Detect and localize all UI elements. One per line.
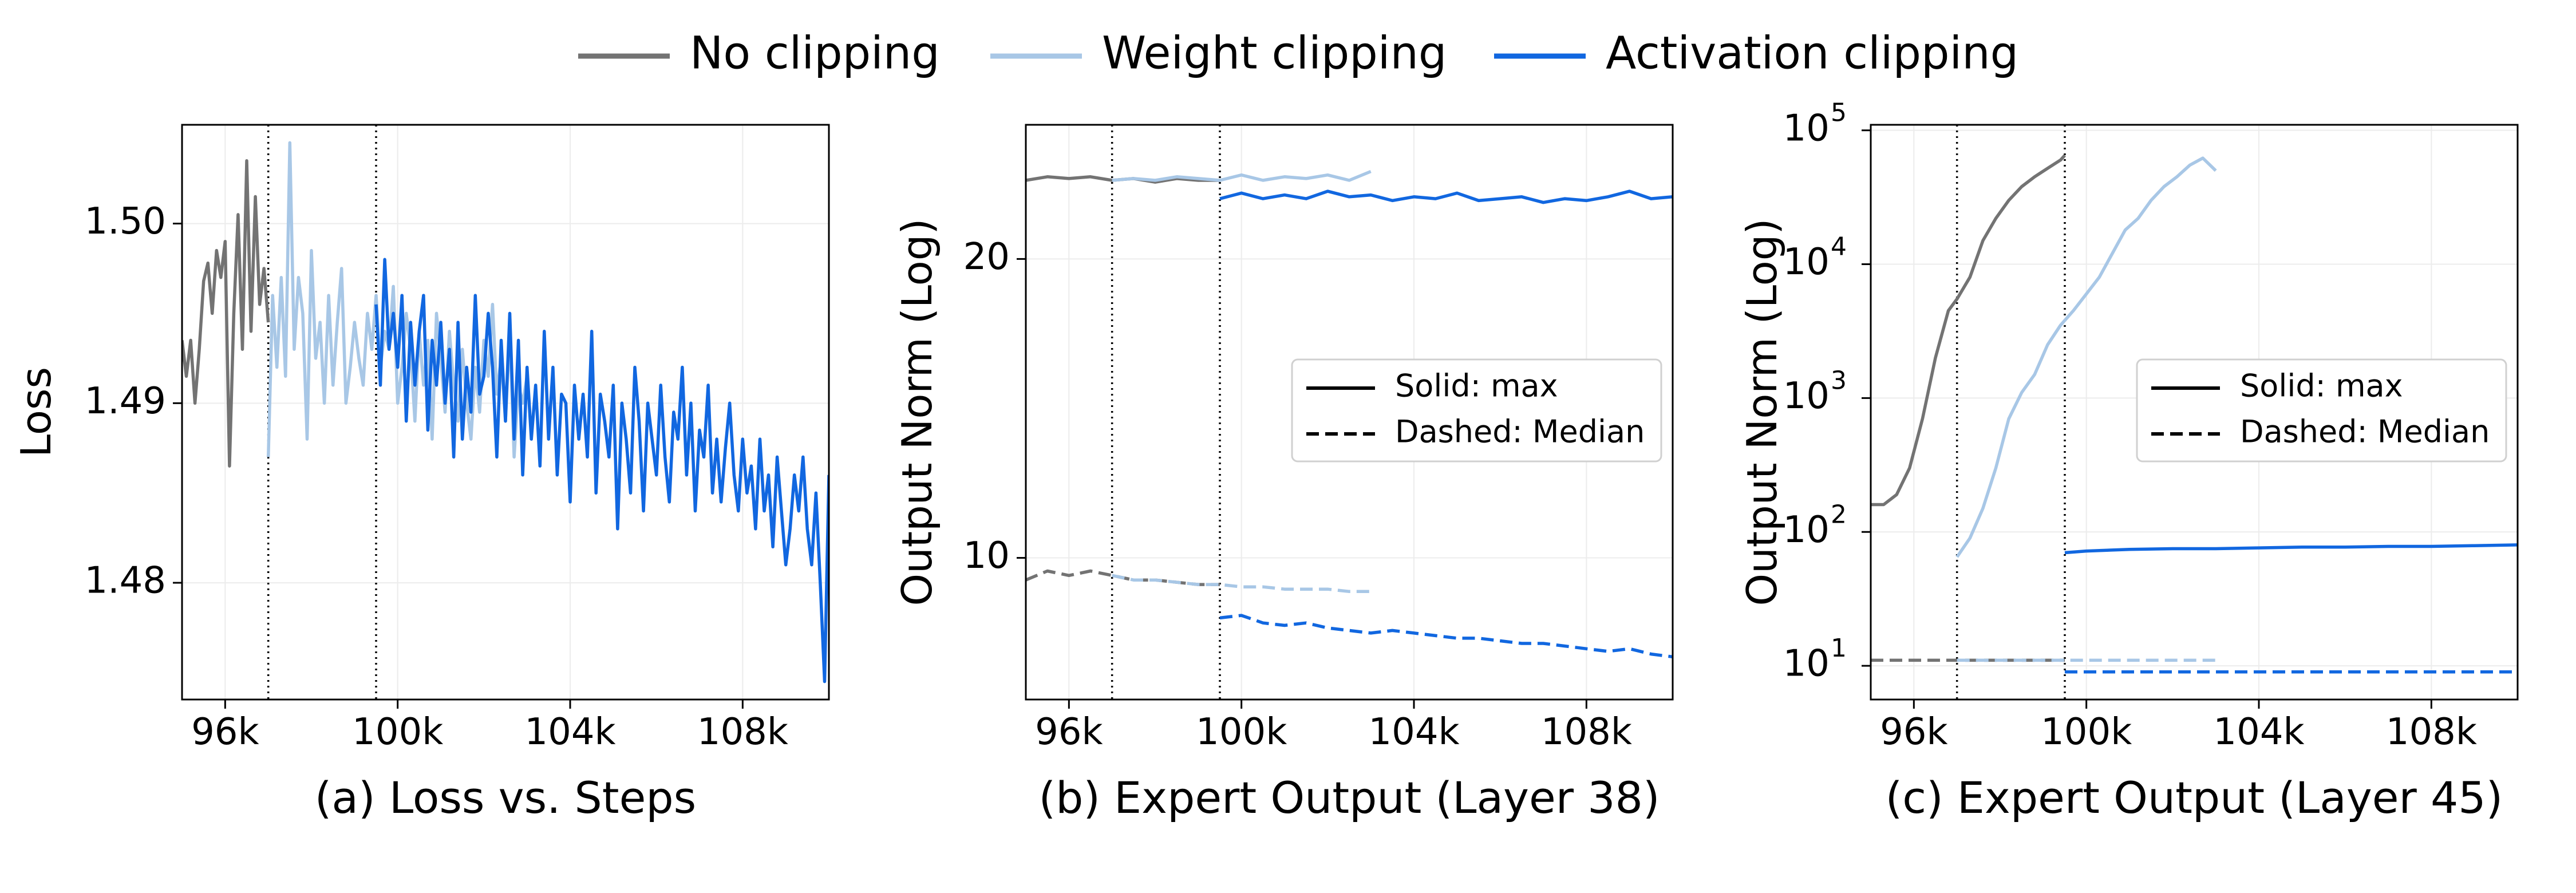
y-tick-label: 1.49 (85, 380, 167, 422)
axes-frame (181, 124, 830, 701)
x-tick-label: 100k (352, 711, 443, 753)
axes-frame (1025, 124, 1674, 701)
x-tick-label: 108k (2386, 711, 2477, 753)
style-legend: Solid: max Dashed: Median (2136, 358, 2507, 463)
y-tick-exponent: 4 (1831, 232, 1847, 262)
x-tick-label: 104k (2213, 711, 2304, 753)
panel-caption: (b) Expert Output (Layer 38) (1038, 772, 1660, 823)
series-line-3 (1955, 156, 2217, 558)
style-legend-label: Dashed: Median (1395, 414, 1645, 450)
series-line-3 (374, 258, 829, 683)
panel-b: 96k 100k 104k 108k 10 20 Output Norm (Log) (b) … (893, 124, 1674, 823)
x-tick-label: 96k (1035, 711, 1103, 753)
series-line-5 (2064, 543, 2518, 555)
y-tick-exponent: 3 (1831, 366, 1847, 395)
y-tick-exponent: 2 (1831, 500, 1847, 529)
x-tick-label: 100k (1196, 711, 1287, 753)
y-axis-label: Loss (12, 367, 60, 457)
y-tick-label: 10 (1783, 107, 1830, 149)
series-line-1 (182, 159, 270, 468)
y-tick-label: 1.48 (85, 560, 167, 602)
legend-label-2: Weight clipping (1102, 27, 1447, 79)
series-line-3 (1112, 169, 1372, 182)
style-legend: Solid: max Dashed: Median (1291, 358, 1662, 463)
style-legend-label: Solid: max (1395, 368, 1558, 404)
legend-label-3: Activation clipping (1606, 27, 2018, 79)
series-line-2 (266, 141, 529, 459)
y-tick-label: 10 (1783, 643, 1830, 685)
x-tick-label: 96k (1880, 711, 1948, 753)
style-legend-label: Solid: max (2240, 368, 2403, 404)
panel-caption: (a) Loss vs. Steps (315, 772, 696, 823)
style-legend-box (2136, 358, 2507, 463)
x-tick-label: 96k (191, 711, 259, 753)
y-tick-label: 20 (963, 236, 1010, 278)
figure-legend: No clipping Weight clipping Activation cli… (578, 27, 2018, 79)
x-tick-label: 100k (2041, 711, 2132, 753)
x-tick-label: 104k (1368, 711, 1459, 753)
series-group (1026, 169, 1673, 659)
x-tick-label: 104k (524, 711, 615, 753)
y-tick-exponent: 5 (1831, 98, 1847, 128)
series-group (182, 141, 829, 683)
series-line-5 (1219, 189, 1673, 204)
legend-label-1: No clipping (690, 27, 940, 79)
y-tick-label: 10 (1783, 375, 1830, 417)
y-tick-label: 10 (1783, 509, 1830, 551)
panel-caption: (c) Expert Output (Layer 45) (1886, 772, 2503, 823)
x-tick-label: 108k (697, 711, 788, 753)
series-line-6 (1219, 614, 1673, 659)
y-tick-label: 1.50 (85, 200, 167, 243)
panel-a: 96k 100k 104k 108k 1.48 1.49 1.50 Loss (a) Loss … (12, 124, 830, 823)
series-group (1871, 154, 2518, 674)
panels: 96k 100k 104k 108k 1.48 1.49 1.50 Loss (a) Loss … (12, 98, 2519, 823)
style-legend-box (1291, 358, 1662, 463)
series-line-1 (1871, 154, 2067, 507)
style-legend-label: Dashed: Median (2240, 414, 2490, 450)
y-tick-label: 10 (963, 535, 1010, 577)
series-line-4 (1112, 574, 1371, 594)
y-tick-exponent: 1 (1831, 634, 1847, 663)
y-axis-label: Output Norm (Log) (1738, 218, 1786, 606)
y-tick-label: 10 (1783, 241, 1830, 283)
x-tick-label: 108k (1541, 711, 1632, 753)
axes-frame (1870, 124, 2519, 701)
y-axis-label: Output Norm (Log) (893, 218, 941, 606)
